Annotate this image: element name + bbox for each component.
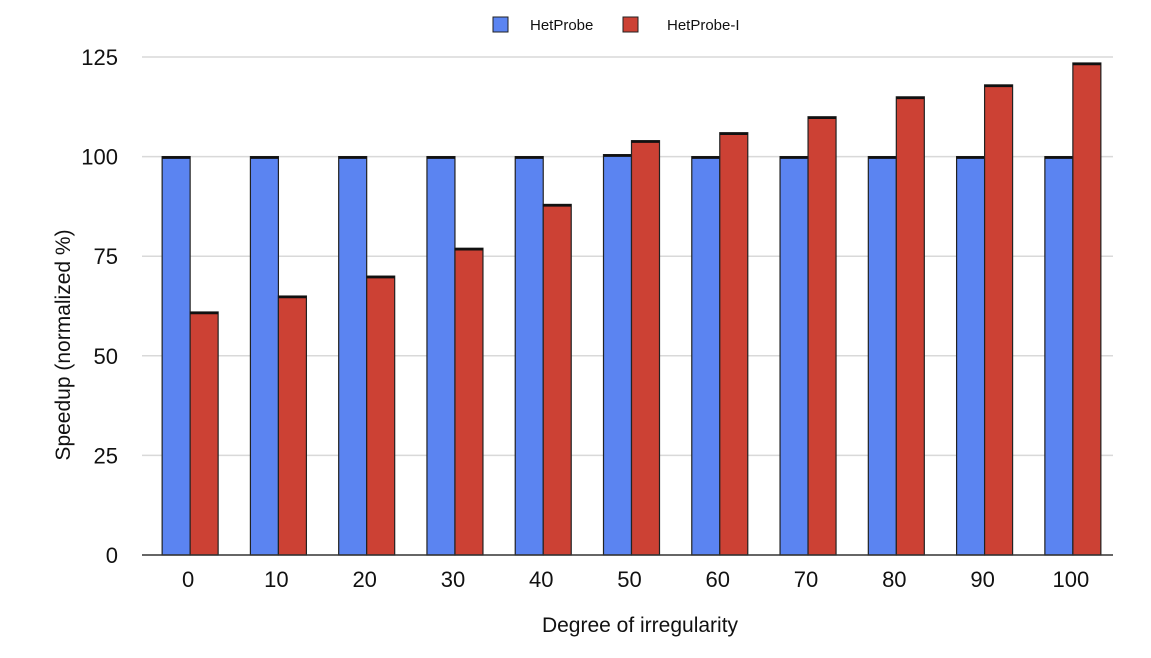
bar-hetprobe-i-90 bbox=[983, 84, 1014, 556]
legend-swatch-hetprobe-i bbox=[622, 16, 639, 33]
y-tick-labels: 0 25 50 75 100 125 bbox=[81, 45, 118, 568]
bar-hetprobe-30 bbox=[426, 156, 456, 556]
x-tick-labels: 0 10 20 30 40 50 60 70 80 90 100 bbox=[182, 567, 1089, 592]
bar-hetprobe-10 bbox=[249, 156, 280, 556]
x-tick-label: 70 bbox=[794, 567, 818, 592]
x-tick-label: 10 bbox=[264, 567, 288, 592]
legend-label-hetprobe: HetProbe bbox=[530, 17, 593, 34]
bar-hetprobe-70 bbox=[779, 156, 809, 556]
legend-swatch-hetprobe bbox=[492, 16, 509, 33]
x-tick-label: 0 bbox=[182, 567, 194, 592]
y-tick-label: 100 bbox=[81, 145, 118, 170]
x-tick-label: 90 bbox=[970, 567, 994, 592]
y-tick-label: 125 bbox=[81, 45, 118, 70]
x-tick-label: 50 bbox=[617, 567, 641, 592]
bars bbox=[161, 62, 1102, 556]
bar-hetprobe-i-80 bbox=[895, 96, 925, 556]
x-tick-label: 30 bbox=[441, 567, 465, 592]
y-tick-label: 25 bbox=[94, 443, 118, 468]
y-tick-label: 75 bbox=[94, 244, 118, 269]
bar-hetprobe-i-100 bbox=[1072, 62, 1102, 556]
bar-hetprobe-i-50 bbox=[630, 140, 661, 556]
bar-hetprobe-i-30 bbox=[454, 247, 484, 556]
bar-hetprobe-i-10 bbox=[277, 295, 308, 556]
y-axis-label: Speedup (normalized %) bbox=[52, 229, 75, 460]
legend: HetProbe HetProbe-I bbox=[492, 16, 740, 34]
bar-hetprobe-i-0 bbox=[189, 311, 219, 556]
legend-label-hetprobe-i: HetProbe-I bbox=[667, 17, 740, 34]
y-tick-label: 0 bbox=[106, 543, 118, 568]
x-tick-label: 60 bbox=[706, 567, 730, 592]
bar-hetprobe-50 bbox=[602, 154, 633, 556]
bar-hetprobe-100 bbox=[1044, 156, 1074, 556]
x-tick-label: 20 bbox=[352, 567, 376, 592]
x-tick-label: 100 bbox=[1053, 567, 1090, 592]
x-axis-label: Degree of irregularity bbox=[542, 614, 739, 637]
bar-hetprobe-90 bbox=[955, 156, 986, 556]
bar-hetprobe-i-40 bbox=[542, 203, 572, 556]
x-tick-label: 40 bbox=[529, 567, 553, 592]
y-tick-label: 50 bbox=[94, 344, 118, 369]
bar-hetprobe-60 bbox=[691, 156, 721, 556]
bar-hetprobe-80 bbox=[867, 156, 897, 556]
bar-hetprobe-i-20 bbox=[366, 275, 396, 556]
bar-hetprobe-20 bbox=[338, 156, 368, 556]
bar-hetprobe-0 bbox=[161, 156, 191, 556]
x-tick-label: 80 bbox=[882, 567, 906, 592]
bar-hetprobe-i-60 bbox=[719, 132, 749, 556]
bar-hetprobe-40 bbox=[514, 156, 544, 556]
bar-hetprobe-i-70 bbox=[807, 116, 837, 556]
